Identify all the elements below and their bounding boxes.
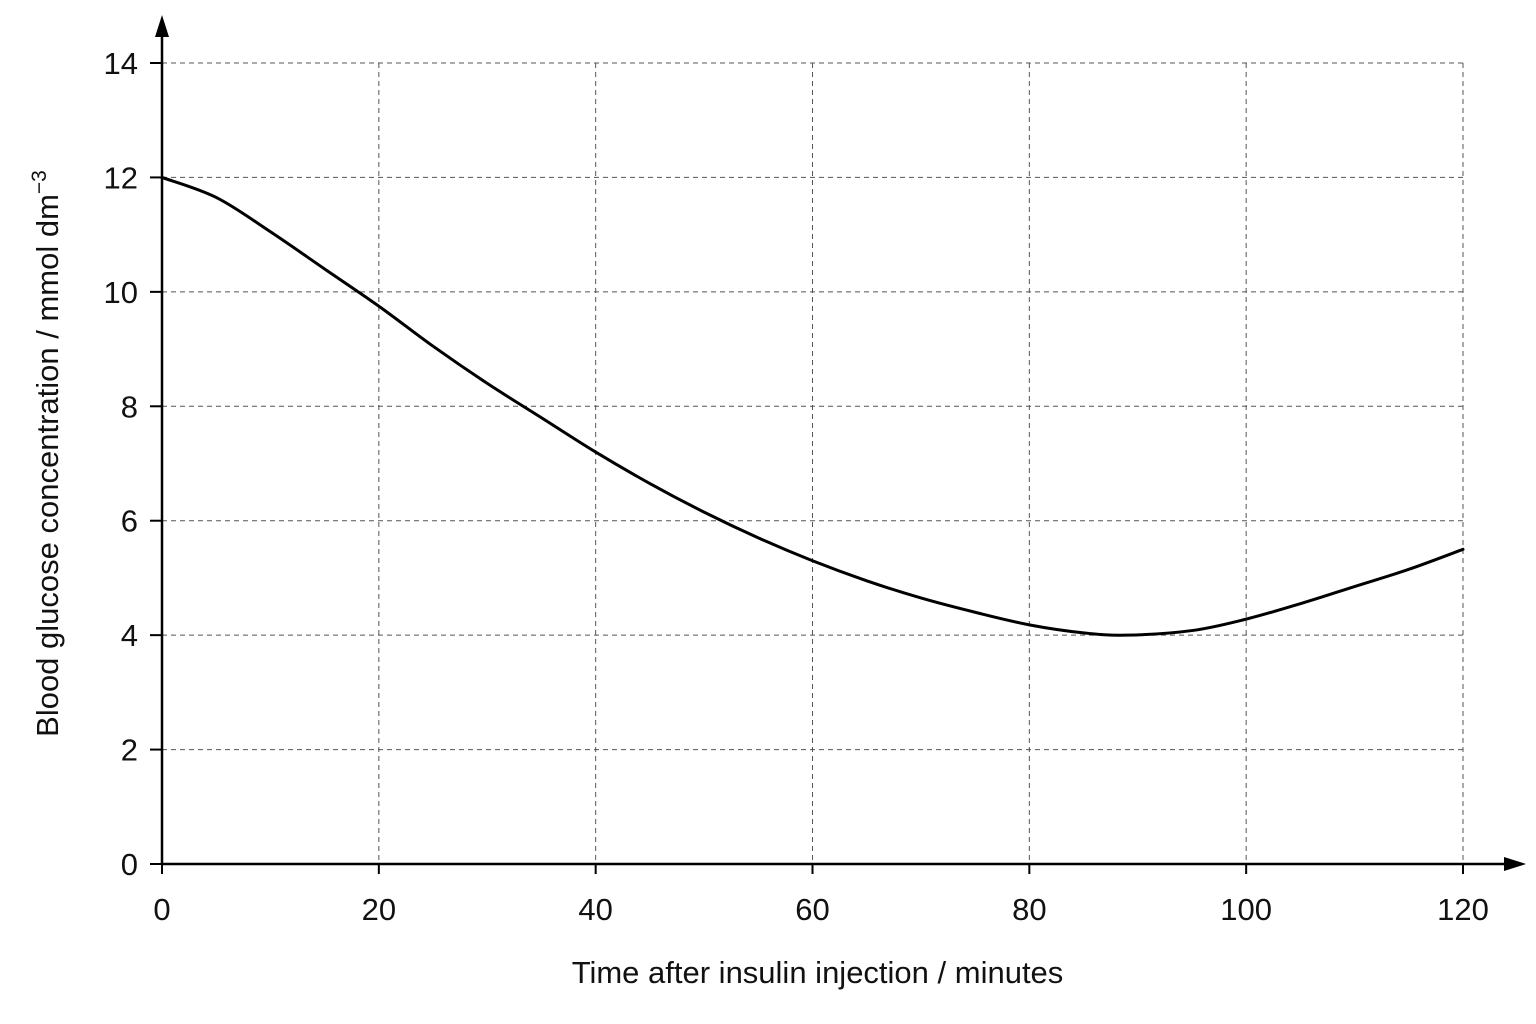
y-tick-label-2: 4 <box>121 618 138 653</box>
x-tick-label-3: 60 <box>795 892 829 927</box>
x-axis-title: Time after insulin injection / minutes <box>572 955 1064 990</box>
x-axis-arrowhead <box>1504 857 1526 871</box>
y-tick-label-5: 10 <box>104 275 138 310</box>
y-axis-arrowhead <box>155 15 169 37</box>
axes <box>155 15 1526 871</box>
y-axis-title-superscript: −3 <box>28 170 51 194</box>
y-tick-label-7: 14 <box>104 46 138 81</box>
x-tick-label-5: 100 <box>1220 892 1272 927</box>
y-tick-label-1: 2 <box>121 733 138 768</box>
x-tick-label-0: 0 <box>153 892 170 927</box>
x-tick-label-1: 20 <box>362 892 396 927</box>
y-tick-label-4: 8 <box>121 389 138 424</box>
x-tick-label-6: 120 <box>1437 892 1489 927</box>
ticks: 0 20 40 60 80 100 120 0 2 4 6 8 10 12 14 <box>104 46 1489 927</box>
series-group <box>160 175 1465 637</box>
x-tick-label-2: 40 <box>578 892 612 927</box>
y-tick-label-0: 0 <box>121 847 138 882</box>
x-tick-label-4: 80 <box>1012 892 1046 927</box>
y-axis-title-text: Blood glucose concentration / mmol dm <box>30 194 65 737</box>
y-axis-title: Blood glucose concentration / mmol dm−3 <box>28 170 65 737</box>
series-line-0 <box>160 175 1465 637</box>
grid <box>162 62 1464 864</box>
y-tick-label-3: 6 <box>121 504 138 539</box>
y-tick-label-6: 12 <box>104 160 138 195</box>
